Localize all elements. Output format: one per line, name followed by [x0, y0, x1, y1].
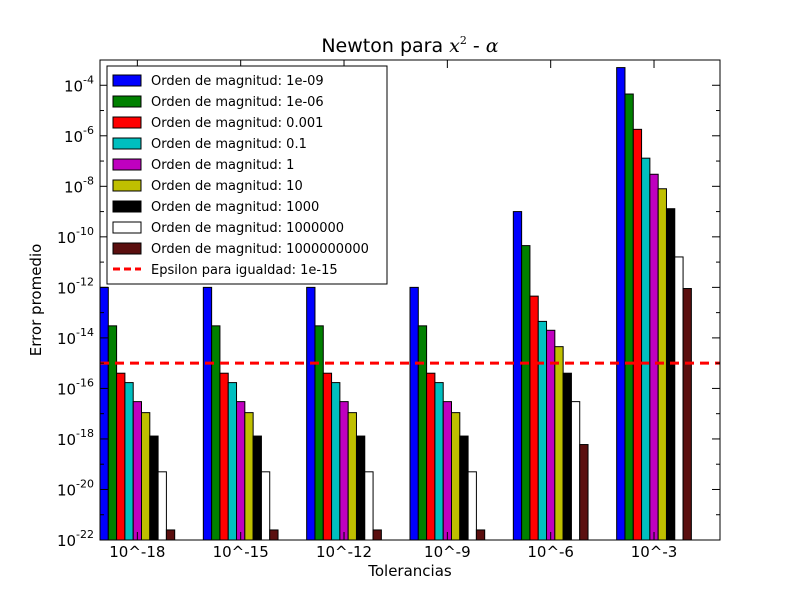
legend-label: Orden de magnitud: 10: [151, 179, 303, 194]
legend-swatch: [112, 116, 142, 129]
bar: [475, 529, 486, 541]
bar: [149, 435, 159, 541]
x-tick-label: 10^-12: [316, 543, 372, 561]
y-tick-label: 10-6: [64, 124, 94, 146]
bar: [141, 412, 151, 541]
y-tick-label: 10-4: [64, 73, 94, 95]
legend-swatch: [112, 221, 142, 234]
bar: [624, 93, 634, 541]
x-tick-label: 10^-3: [631, 543, 678, 561]
bar: [562, 372, 572, 541]
legend-label: Orden de magnitud: 1e-06: [151, 95, 324, 110]
bar: [252, 435, 262, 541]
bar: [322, 372, 333, 541]
bar: [665, 208, 676, 541]
y-tick-label: 10-14: [57, 326, 94, 348]
legend-label: Orden de magnitud: 0.001: [151, 116, 323, 131]
y-tick-label: 10-20: [57, 477, 94, 499]
bar: [347, 412, 357, 541]
bar: [579, 444, 589, 541]
legend-label: Orden de magnitud: 0.1: [151, 137, 307, 152]
legend-swatch: [112, 137, 142, 150]
legend-label: Epsilon para igualdad: 1e-15: [151, 263, 338, 278]
bar: [227, 382, 238, 541]
legend-swatch: [112, 158, 142, 171]
legend-swatch: [112, 242, 142, 255]
y-axis-title: Error promedio: [27, 244, 45, 357]
bar: [124, 382, 134, 541]
bar: [417, 325, 428, 541]
bar: [554, 346, 564, 541]
bar: [674, 256, 684, 541]
legend-label: Orden de magnitud: 1000: [151, 200, 319, 215]
bar: [682, 288, 692, 541]
legend-label: Orden de magnitud: 1: [151, 158, 294, 173]
x-tick-label: 10^-9: [424, 543, 471, 561]
bar: [521, 245, 531, 541]
x-axis-title: Tolerancias: [367, 562, 452, 580]
bar: [364, 471, 374, 541]
bar: [632, 128, 643, 541]
bar: [641, 157, 651, 541]
bar: [269, 529, 279, 541]
bar: [331, 382, 341, 541]
bar: [165, 529, 176, 541]
bar: [355, 435, 366, 541]
axes: 10-22 10-20 10-18 10-16 10-14 10-12 10-10 10-8 1…: [57, 59, 721, 561]
bar: [459, 435, 469, 541]
bar: [339, 401, 349, 541]
bar: [434, 382, 444, 541]
bar: [451, 412, 461, 541]
y-tick-label: 10-8: [64, 174, 94, 196]
y-tick-label: 10-10: [57, 225, 94, 247]
bar: [570, 401, 581, 541]
axes-frame: [99, 59, 721, 541]
bar: [537, 320, 548, 541]
bar: [512, 211, 523, 541]
legend-swatch: [112, 74, 142, 87]
legend-swatch: [112, 95, 142, 108]
y-tick-label: 10-12: [57, 275, 94, 297]
bar: [132, 401, 142, 541]
bar: [306, 286, 316, 541]
bar: [409, 286, 419, 541]
bar: [467, 471, 477, 541]
bar: [529, 295, 539, 541]
bar: [107, 325, 118, 541]
legend-label: Orden de magnitud: 1e-09: [151, 74, 324, 89]
bar: [442, 401, 453, 541]
legend: Orden de magnitud: 1e-09 Orden de magnitu…: [106, 65, 388, 285]
bar: [372, 529, 382, 541]
chart-title: Newton para x2 - α: [321, 34, 498, 57]
bar: [236, 401, 246, 541]
legend-swatch: [112, 179, 142, 192]
x-tick-label: 10^-15: [213, 543, 269, 561]
bar: [260, 471, 271, 541]
bar: [314, 325, 324, 541]
bar: [202, 286, 213, 541]
bar: [649, 173, 659, 541]
bar: [244, 412, 254, 541]
y-tick-label: 10-18: [57, 427, 94, 449]
y-tick-label: 10-22: [57, 528, 94, 550]
bar: [157, 471, 167, 541]
bar: [211, 325, 221, 541]
bar: [616, 67, 626, 541]
bar: [219, 372, 229, 541]
x-tick-label: 10^-18: [109, 543, 165, 561]
legend-swatch: [112, 200, 142, 213]
y-tick-label: 10-16: [57, 376, 94, 398]
legend-label: Orden de magnitud: 1000000: [151, 221, 344, 236]
bar: [116, 372, 126, 541]
x-tick-label: 10^-6: [527, 543, 574, 561]
legend-label: Orden de magnitud: 1000000000: [151, 242, 369, 257]
legend-box: [106, 65, 388, 285]
bar: [426, 372, 436, 541]
